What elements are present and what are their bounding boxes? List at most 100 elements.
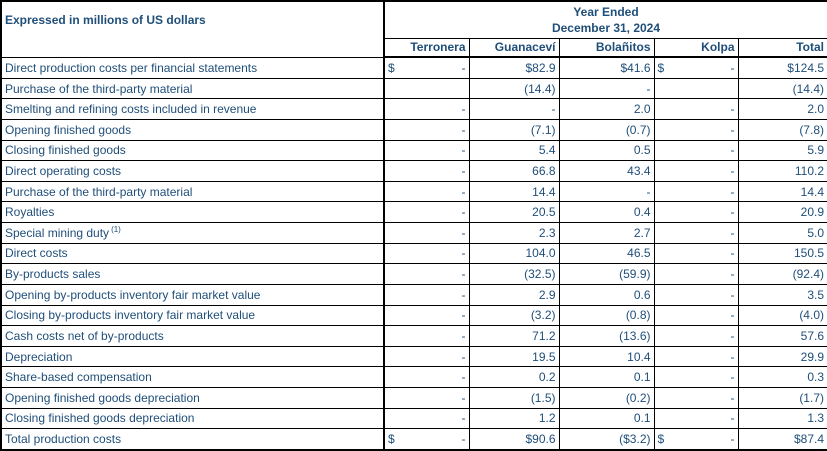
cell-value: 0.5 <box>633 143 651 158</box>
row-label-text: Royalties <box>5 205 55 220</box>
row-label-text: By-products sales <box>5 267 101 282</box>
cell-bolanitos: - <box>558 180 655 203</box>
cell-bolanitos: $41.6 <box>558 56 655 79</box>
currency-symbol: $ <box>657 432 665 447</box>
cell-value: (14.4) <box>792 81 824 96</box>
cell-guanacevi: 14.4 <box>468 180 560 203</box>
cell-total: 0.3 <box>737 366 827 388</box>
cell-total: 150.5 <box>737 242 827 265</box>
cell-kolpa: - <box>653 98 739 121</box>
period-cell: Year Ended December 31, 2024 <box>383 0 827 39</box>
cell-terronera: - <box>383 201 470 224</box>
table-row: Direct costs - 104.0 46.5 - 150.5 <box>0 242 827 265</box>
cell-value: 29.9 <box>800 349 824 364</box>
cell-value: - <box>646 184 651 199</box>
row-label-text: Closing finished goods <box>5 143 126 158</box>
cell-total: $87.4 <box>737 428 827 451</box>
cell-terronera <box>383 77 470 100</box>
cell-kolpa: - <box>653 139 739 162</box>
cell-bolanitos: (0.8) <box>558 304 655 327</box>
table-row: Purchase of the third-party material (14.… <box>0 77 827 100</box>
corner-title: Expressed in millions of US dollars <box>0 0 385 58</box>
cell-value: 5.9 <box>807 143 824 158</box>
cell-kolpa: - <box>653 386 739 409</box>
cell-value: (1.7) <box>799 390 824 405</box>
row-label: Share-based compensation <box>0 366 385 388</box>
column-header-terronera: Terronera <box>383 37 470 58</box>
cell-value: - <box>461 143 466 158</box>
row-label: Smelting and refining costs included in … <box>0 98 385 121</box>
table-row: Total production costs $ - $90.6 ($3.2) $ - $87… <box>0 428 827 451</box>
table-row: Direct production costs per financial st… <box>0 56 827 79</box>
cell-total: 2.0 <box>737 98 827 121</box>
cell-total: (4.0) <box>737 304 827 327</box>
cell-kolpa: - <box>653 160 739 182</box>
cell-value: (4.0) <box>799 308 824 323</box>
cell-total: (7.8) <box>737 119 827 141</box>
cell-value: 2.3 <box>538 225 556 240</box>
table-row: Special mining duty (1) - 2.3 2.7 - 5.0 <box>0 222 827 244</box>
cell-value: 0.2 <box>538 370 556 385</box>
cell-value: 0.6 <box>633 287 651 302</box>
cell-total: 29.9 <box>737 345 827 368</box>
cell-bolanitos: 43.4 <box>558 160 655 182</box>
cell-value: - <box>730 60 735 75</box>
table-row: Share-based compensation - 0.2 0.1 - 0.3 <box>0 366 827 388</box>
table-row: Opening by-products inventory fair marke… <box>0 283 827 306</box>
table-row: By-products sales - (32.5) (59.9) - (92.4) <box>0 263 827 285</box>
header-row-period: Expressed in millions of US dollars Year… <box>0 0 827 58</box>
cell-guanacevi: - <box>468 98 560 121</box>
cell-kolpa: - <box>653 263 739 285</box>
cell-terronera: - <box>383 160 470 182</box>
cell-value: - <box>730 225 735 240</box>
cell-guanacevi: 2.3 <box>468 222 560 244</box>
cell-value: - <box>461 411 466 426</box>
cell-kolpa: - <box>653 407 739 430</box>
cell-value: (59.9) <box>619 267 651 282</box>
cell-value: - <box>461 164 466 179</box>
row-label-text: Opening finished goods <box>5 122 132 137</box>
cell-value: 71.2 <box>532 328 556 343</box>
cell-bolanitos: (13.6) <box>558 325 655 347</box>
cell-total: 1.3 <box>737 407 827 430</box>
cell-value: 14.4 <box>800 184 824 199</box>
cell-total: 20.9 <box>737 201 827 224</box>
row-label-text: Direct costs <box>5 246 68 261</box>
cell-guanacevi: 71.2 <box>468 325 560 347</box>
cell-value: $124.5 <box>787 60 824 75</box>
cell-kolpa: - <box>653 201 739 224</box>
cell-value: - <box>730 308 735 323</box>
cell-bolanitos: (0.7) <box>558 119 655 141</box>
cell-value: - <box>461 184 466 199</box>
cell-value: - <box>730 205 735 220</box>
cell-value: - <box>730 432 735 447</box>
cell-terronera: - <box>383 304 470 327</box>
cell-value: 20.5 <box>532 205 556 220</box>
cell-value: $87.4 <box>793 432 824 447</box>
row-label-text: Direct operating costs <box>5 164 122 179</box>
cell-value: - <box>461 122 466 137</box>
cell-bolanitos: - <box>558 77 655 100</box>
cell-value: $90.6 <box>525 432 556 447</box>
cell-value: 0.1 <box>633 411 651 426</box>
cell-kolpa: - <box>653 119 739 141</box>
cell-kolpa: - <box>653 325 739 347</box>
period-line2: December 31, 2024 <box>551 20 661 35</box>
cell-value: 0.3 <box>807 370 824 385</box>
cell-value: (3.2) <box>530 308 556 323</box>
cell-value: - <box>461 390 466 405</box>
cell-terronera: - <box>383 407 470 430</box>
cell-value: 150.5 <box>793 246 824 261</box>
cell-value: 0.4 <box>633 205 651 220</box>
cell-bolanitos: 2.0 <box>558 98 655 121</box>
cell-kolpa <box>653 77 739 100</box>
cell-kolpa: - <box>653 304 739 327</box>
cell-terronera: $ - <box>383 56 470 79</box>
cell-bolanitos: 10.4 <box>558 345 655 368</box>
table-row: Opening finished goods - (7.1) (0.7) - (7.8) <box>0 119 827 141</box>
cell-guanacevi: 20.5 <box>468 201 560 224</box>
header-row-columns: Terronera Guanaceví Bolañitos Kolpa Tota… <box>1 37 827 58</box>
table-row: Closing finished goods - 5.4 0.5 - 5.9 <box>0 139 827 162</box>
cell-value: 5.4 <box>538 143 556 158</box>
cell-value: $82.9 <box>525 60 556 75</box>
